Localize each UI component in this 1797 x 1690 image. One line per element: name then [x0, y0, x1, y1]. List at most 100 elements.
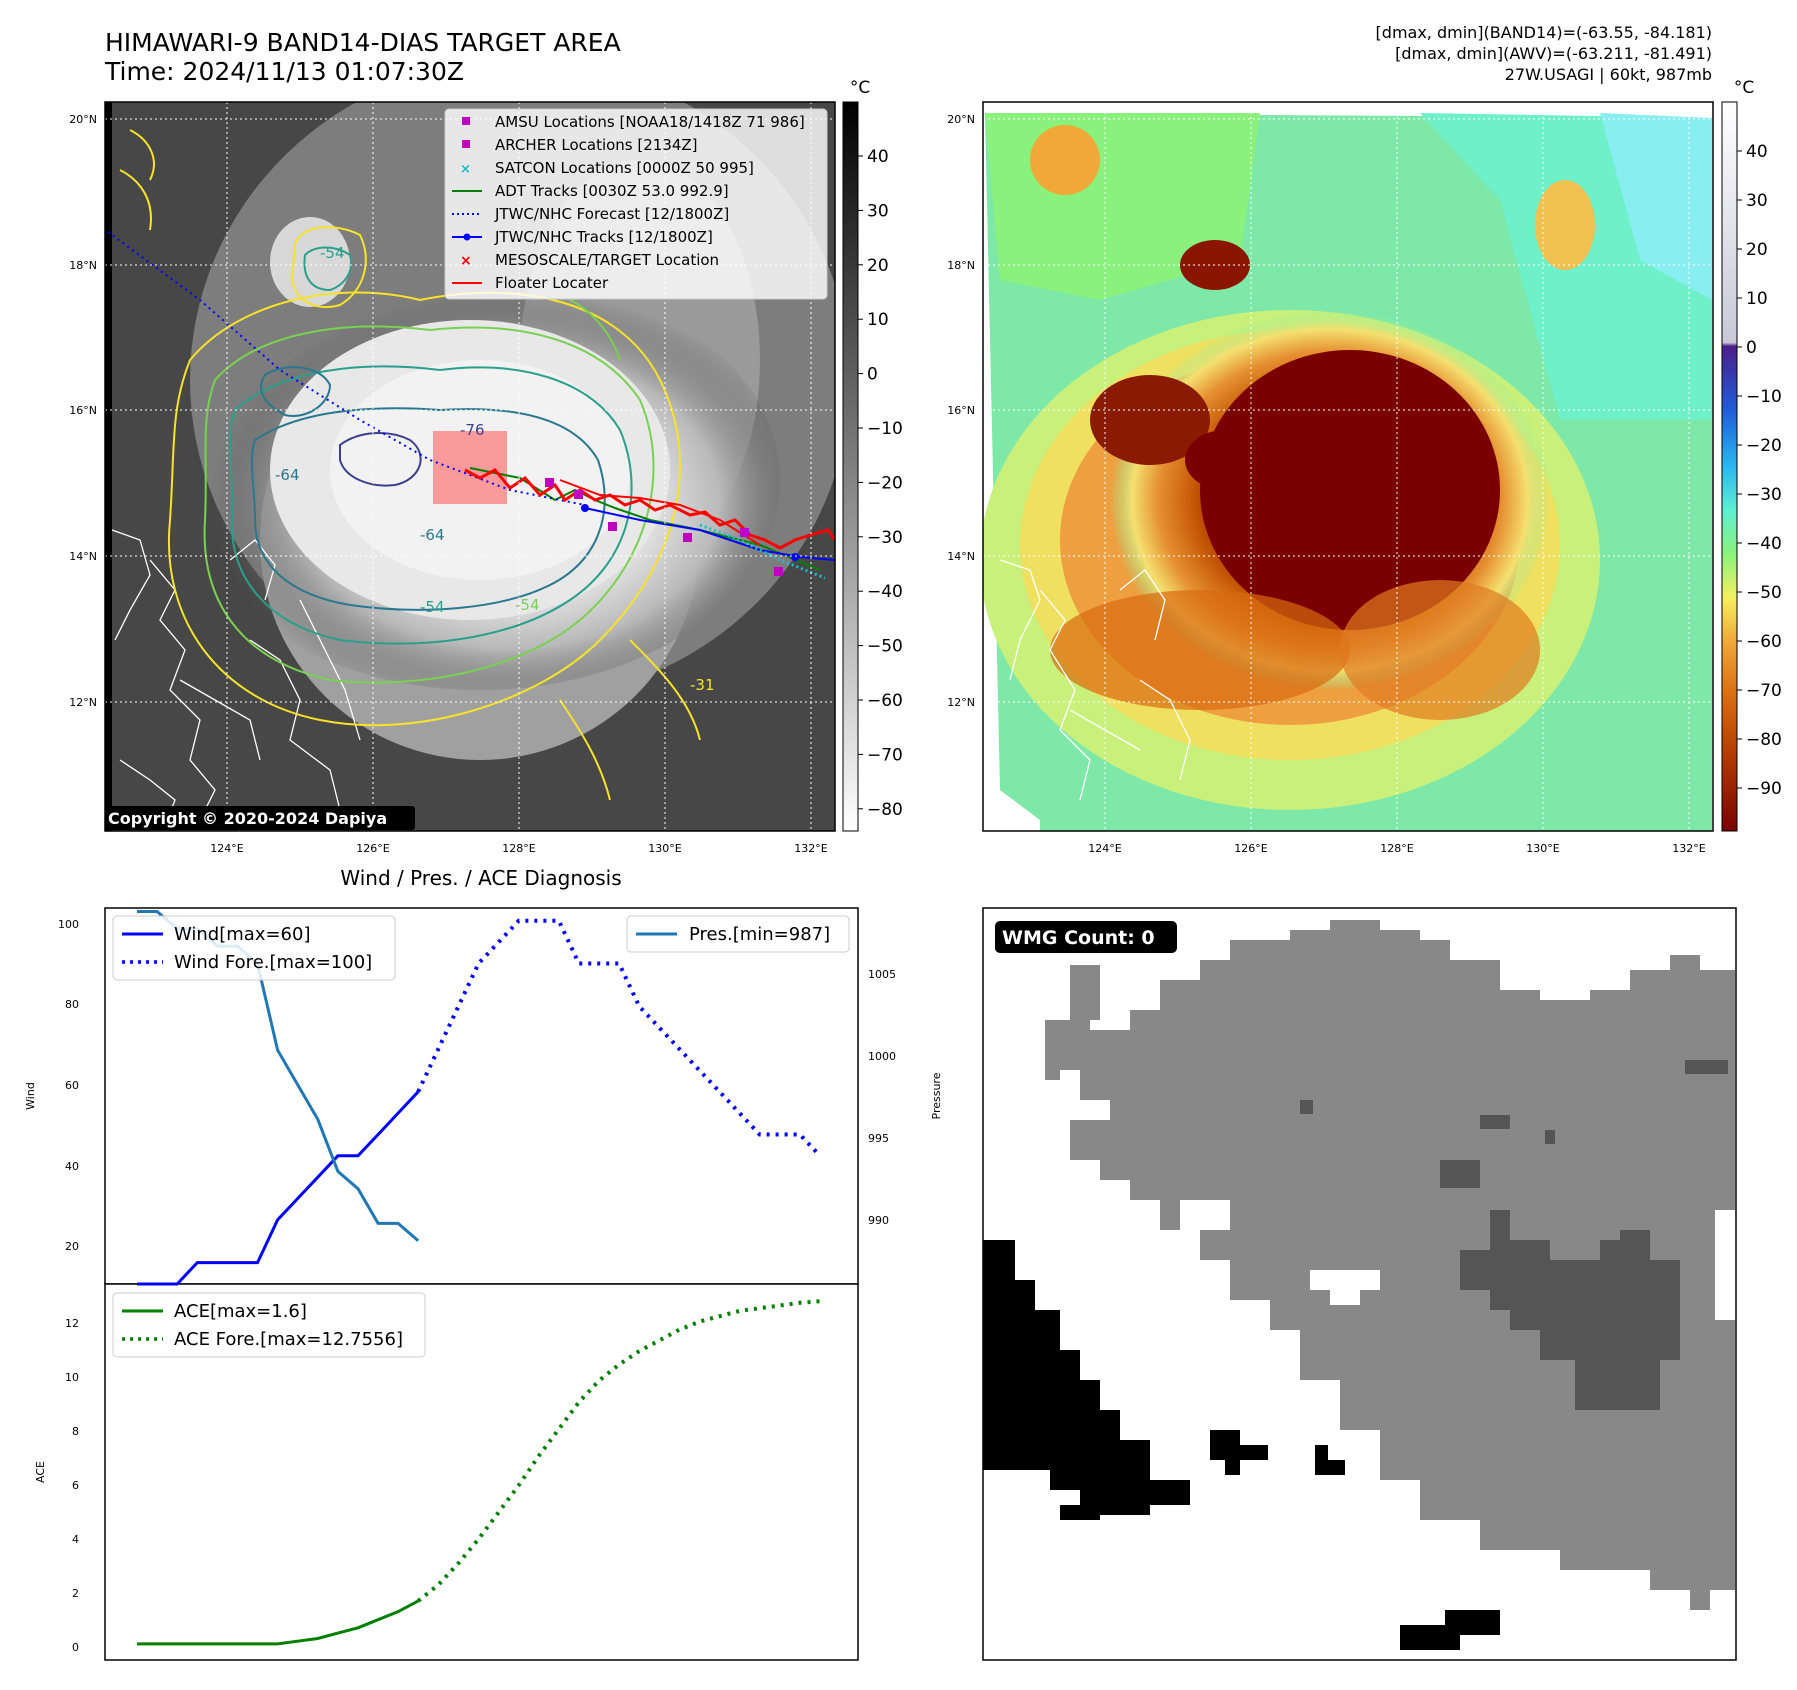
colorbar-tick-label: −10 [1746, 387, 1782, 407]
awv-map-lat-labels: 20°N 18°N 16°N 14°N 12°N [947, 113, 975, 709]
diagnosis-series [137, 910, 822, 1646]
legend-ace-fore: ACE Fore.[max=12.7556] [174, 1329, 403, 1350]
svg-text:JTWC/NHC Forecast [12/1800Z]: JTWC/NHC Forecast [12/1800Z] [494, 205, 729, 223]
awv-map-lon-labels: 124°E 126°E 128°E 130°E 132°E [1088, 842, 1705, 855]
ir-map-lat-labels: 20°N 18°N 16°N 14°N 12°N [69, 113, 97, 709]
colorbar-tick-label: 20 [1746, 240, 1768, 260]
wind-axis-label: Wind [24, 1082, 37, 1110]
lon-label: 128°E [502, 842, 535, 855]
colorbar-tick-label: −20 [1746, 436, 1782, 456]
colorbar-tick-label: −60 [1746, 632, 1782, 652]
svg-text:SATCON Locations [0000Z 50 995: SATCON Locations [0000Z 50 995] [495, 159, 754, 177]
lat-label: 18°N [69, 259, 97, 272]
colorbar-unit: °C [850, 78, 870, 98]
svg-text:×: × [460, 253, 472, 269]
wind-tick: 40 [65, 1160, 79, 1173]
diagnosis-title: Wind / Pres. / ACE Diagnosis [340, 866, 621, 890]
ir-map-frame [104, 101, 836, 832]
svg-text:×: × [460, 162, 471, 177]
colorbar-tick-label: 40 [1746, 142, 1768, 162]
colorbar-tick-label: −70 [1746, 681, 1782, 701]
colorbar-tick-label: 30 [867, 201, 889, 221]
pressure-tick: 990 [868, 1214, 889, 1227]
colorbar-tick-label: −70 [867, 745, 903, 765]
ace-tick: 4 [72, 1533, 79, 1546]
lat-label: 20°N [947, 113, 975, 126]
pressure-tick: 995 [868, 1132, 889, 1145]
lat-label: 14°N [947, 550, 975, 563]
svg-text:ARCHER Locations [2134Z]: ARCHER Locations [2134Z] [495, 136, 698, 154]
legend-item: JTWC/NHC Forecast [12/1800Z] [452, 205, 729, 223]
wind-tick: 20 [65, 1240, 79, 1253]
pressure-axis-label: Pressure [930, 1072, 943, 1119]
pressure-tick: 1000 [868, 1050, 896, 1063]
ace-tick: 12 [65, 1317, 79, 1330]
wind-ticks: 100 80 60 40 20 [58, 918, 79, 1253]
lon-label: 128°E [1380, 842, 1413, 855]
colorbar-tick-label: −30 [1746, 485, 1782, 505]
colorbar-tick-label: −60 [867, 691, 903, 711]
legend-item: × SATCON Locations [0000Z 50 995] [460, 159, 754, 177]
pressure-legend: Pres.[min=987] [626, 915, 850, 953]
lat-label: 20°N [69, 113, 97, 126]
lat-label: 12°N [947, 696, 975, 709]
info-storm: 27W.USAGI | 60kt, 987mb [1505, 65, 1712, 84]
wind-tick: 100 [58, 918, 79, 931]
pressure-tick: 1005 [868, 968, 896, 981]
copyright-badge [105, 806, 415, 830]
ace-tick: 8 [72, 1425, 79, 1438]
colorbar-tick-label: 10 [1746, 289, 1768, 309]
copyright-text: Copyright © 2020-2024 Dapiya [108, 809, 387, 828]
contour-label: -64 [275, 466, 300, 484]
colorbar-tick-label: −40 [1746, 534, 1782, 554]
colorbar-tick-label: −20 [867, 473, 903, 493]
colorbar-tick-label: −10 [867, 419, 903, 439]
contour-label: -64 [420, 526, 445, 544]
series-line-windforemax [416, 918, 822, 1158]
lon-label: 130°E [1526, 842, 1559, 855]
colorbar-tick-label: 0 [867, 365, 878, 385]
wind-tick: 60 [65, 1079, 79, 1092]
colorbar-tick-label: −90 [1746, 779, 1782, 799]
legend-wind-fore: Wind Fore.[max=100] [174, 952, 372, 973]
wmg-count-label: WMG Count: 0 [1002, 927, 1155, 949]
info-awv: [dmax, dmin](AWV)=(-63.211, -81.491) [1395, 44, 1712, 63]
colorbar-tick-label: −50 [867, 637, 903, 657]
ir-map-lon-labels: 124°E 126°E 128°E 130°E 132°E [210, 842, 827, 855]
contour-label: -54 [420, 598, 445, 616]
svg-text:ADT Tracks [0030Z 53.0 992.9]: ADT Tracks [0030Z 53.0 992.9] [495, 182, 729, 200]
colorbar-tick-label: 40 [867, 147, 889, 167]
contour-label: -31 [690, 676, 715, 694]
lon-label: 126°E [1234, 842, 1267, 855]
ace-legend: ACE[max=1.6] ACE Fore.[max=12.7556] [112, 1292, 426, 1358]
color-colorbar: °C 40 30 20 10 0 −10 −20 −30 −40 −50 −60 −70 −80 −90 [1721, 78, 1782, 832]
lon-label: 124°E [210, 842, 243, 855]
lon-label: 132°E [794, 842, 827, 855]
lon-label: 130°E [648, 842, 681, 855]
legend-item: × MESOSCALE/TARGET Location [460, 251, 719, 269]
colorbar-tick-label: 30 [1746, 191, 1768, 211]
ace-tick: 10 [65, 1371, 79, 1384]
track-legend: AMSU Locations [NOAA18/1418Z 71 986] ARC… [444, 108, 828, 300]
legend-item: Floater Locater [452, 274, 609, 292]
colorbar-tick-label: −50 [1746, 583, 1782, 603]
colorbar-tick-label: 0 [1746, 338, 1757, 358]
figure-time: Time: 2024/11/13 01:07:30Z [104, 57, 464, 86]
wind-tick: 80 [65, 998, 79, 1011]
lat-label: 12°N [69, 696, 97, 709]
ace-tick: 6 [72, 1479, 79, 1492]
series-line-windmax [137, 1090, 420, 1286]
colorbar-tick-label: −80 [1746, 730, 1782, 750]
wmg-mask-panel: WMG Count: 0 [982, 907, 1737, 1661]
lon-label: 124°E [1088, 842, 1121, 855]
contour-label: -54 [320, 244, 345, 262]
awv-color-map [983, 102, 1713, 831]
gray-colorbar: °C 40 30 20 10 0 −10 −20 −30 −40 −50 −60 −70 −80 [842, 78, 903, 832]
legend-ace: ACE[max=1.6] [174, 1301, 307, 1322]
colorbar-tick-label: 20 [867, 256, 889, 276]
colorbar-tick-label: −80 [867, 800, 903, 820]
colorbar-tick-label: −40 [867, 582, 903, 602]
lat-label: 16°N [69, 404, 97, 417]
ace-ticks: 12 10 8 6 4 2 0 [65, 1317, 79, 1654]
wmg-count-badge [995, 921, 1177, 953]
